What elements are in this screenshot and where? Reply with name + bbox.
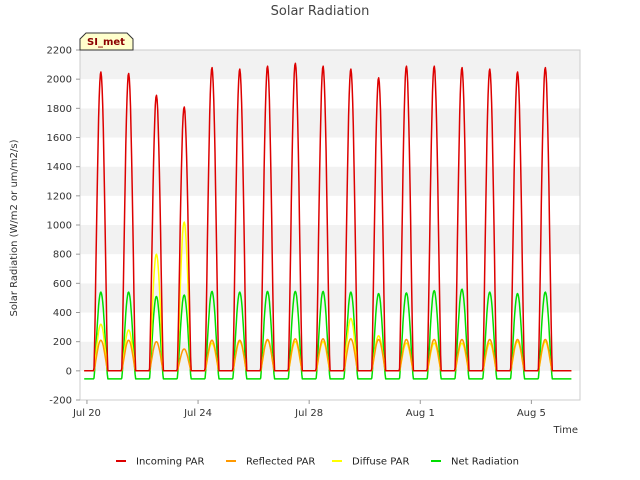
series-line-incoming-par bbox=[83, 62, 572, 372]
legend-label-reflected-par: Reflected PAR bbox=[246, 457, 315, 468]
x-axis-title: Time bbox=[553, 425, 578, 436]
grid-band bbox=[80, 79, 580, 109]
grid-band bbox=[80, 166, 580, 196]
legend: Incoming PAR Reflected PAR Diffuse PAR Net … bbox=[116, 457, 519, 468]
y-tick-label: 2200 bbox=[47, 46, 72, 57]
legend-label-net-radiation: Net Radiation bbox=[451, 457, 519, 468]
legend-label-diffuse-par: Diffuse PAR bbox=[352, 457, 409, 468]
grid-band bbox=[80, 225, 580, 255]
station-badge-label: SI_met bbox=[87, 37, 125, 48]
x-tick-label: Aug 5 bbox=[517, 408, 546, 419]
y-tick-label: 600 bbox=[53, 279, 72, 290]
y-tick-label: -200 bbox=[49, 396, 72, 407]
y-tick-label: 1200 bbox=[47, 191, 72, 202]
legend-label-incoming-par: Incoming PAR bbox=[136, 457, 205, 468]
y-tick-label: 2000 bbox=[47, 75, 72, 86]
y-tick-label: 1800 bbox=[47, 104, 72, 115]
series-line-net-radiation bbox=[83, 288, 572, 380]
x-tick-label: Jul 20 bbox=[72, 408, 101, 419]
x-tick-label: Aug 1 bbox=[406, 408, 435, 419]
grid-band bbox=[80, 50, 580, 80]
y-axis: -200 0 200 400 600 800 1000 1200 1400 1600 1800 200… bbox=[47, 46, 80, 407]
y-axis-title: Solar Radiation (W/m2 or um/m2/s) bbox=[9, 139, 20, 316]
y-tick-label: 0 bbox=[66, 366, 72, 377]
y-tick-label: 400 bbox=[53, 308, 72, 319]
grid-band bbox=[80, 283, 580, 313]
grid-band bbox=[80, 312, 580, 342]
y-tick-label: 1000 bbox=[47, 221, 72, 232]
grid-band bbox=[80, 254, 580, 284]
y-tick-label: 200 bbox=[53, 337, 72, 348]
x-tick-label: Jul 24 bbox=[183, 408, 212, 419]
y-tick-label: 1400 bbox=[47, 162, 72, 173]
x-axis: Jul 20 Jul 24 Jul 28 Aug 1 Aug 5 bbox=[72, 400, 546, 419]
chart-title: Solar Radiation bbox=[271, 4, 370, 19]
x-tick-label: Jul 28 bbox=[294, 408, 323, 419]
grid-band bbox=[80, 108, 580, 138]
y-tick-label: 1600 bbox=[47, 133, 72, 144]
grid-band bbox=[80, 137, 580, 167]
station-badge: SI_met bbox=[79, 32, 134, 51]
series-layer bbox=[83, 62, 572, 380]
y-tick-label: 800 bbox=[53, 250, 72, 261]
grid-band bbox=[80, 195, 580, 225]
